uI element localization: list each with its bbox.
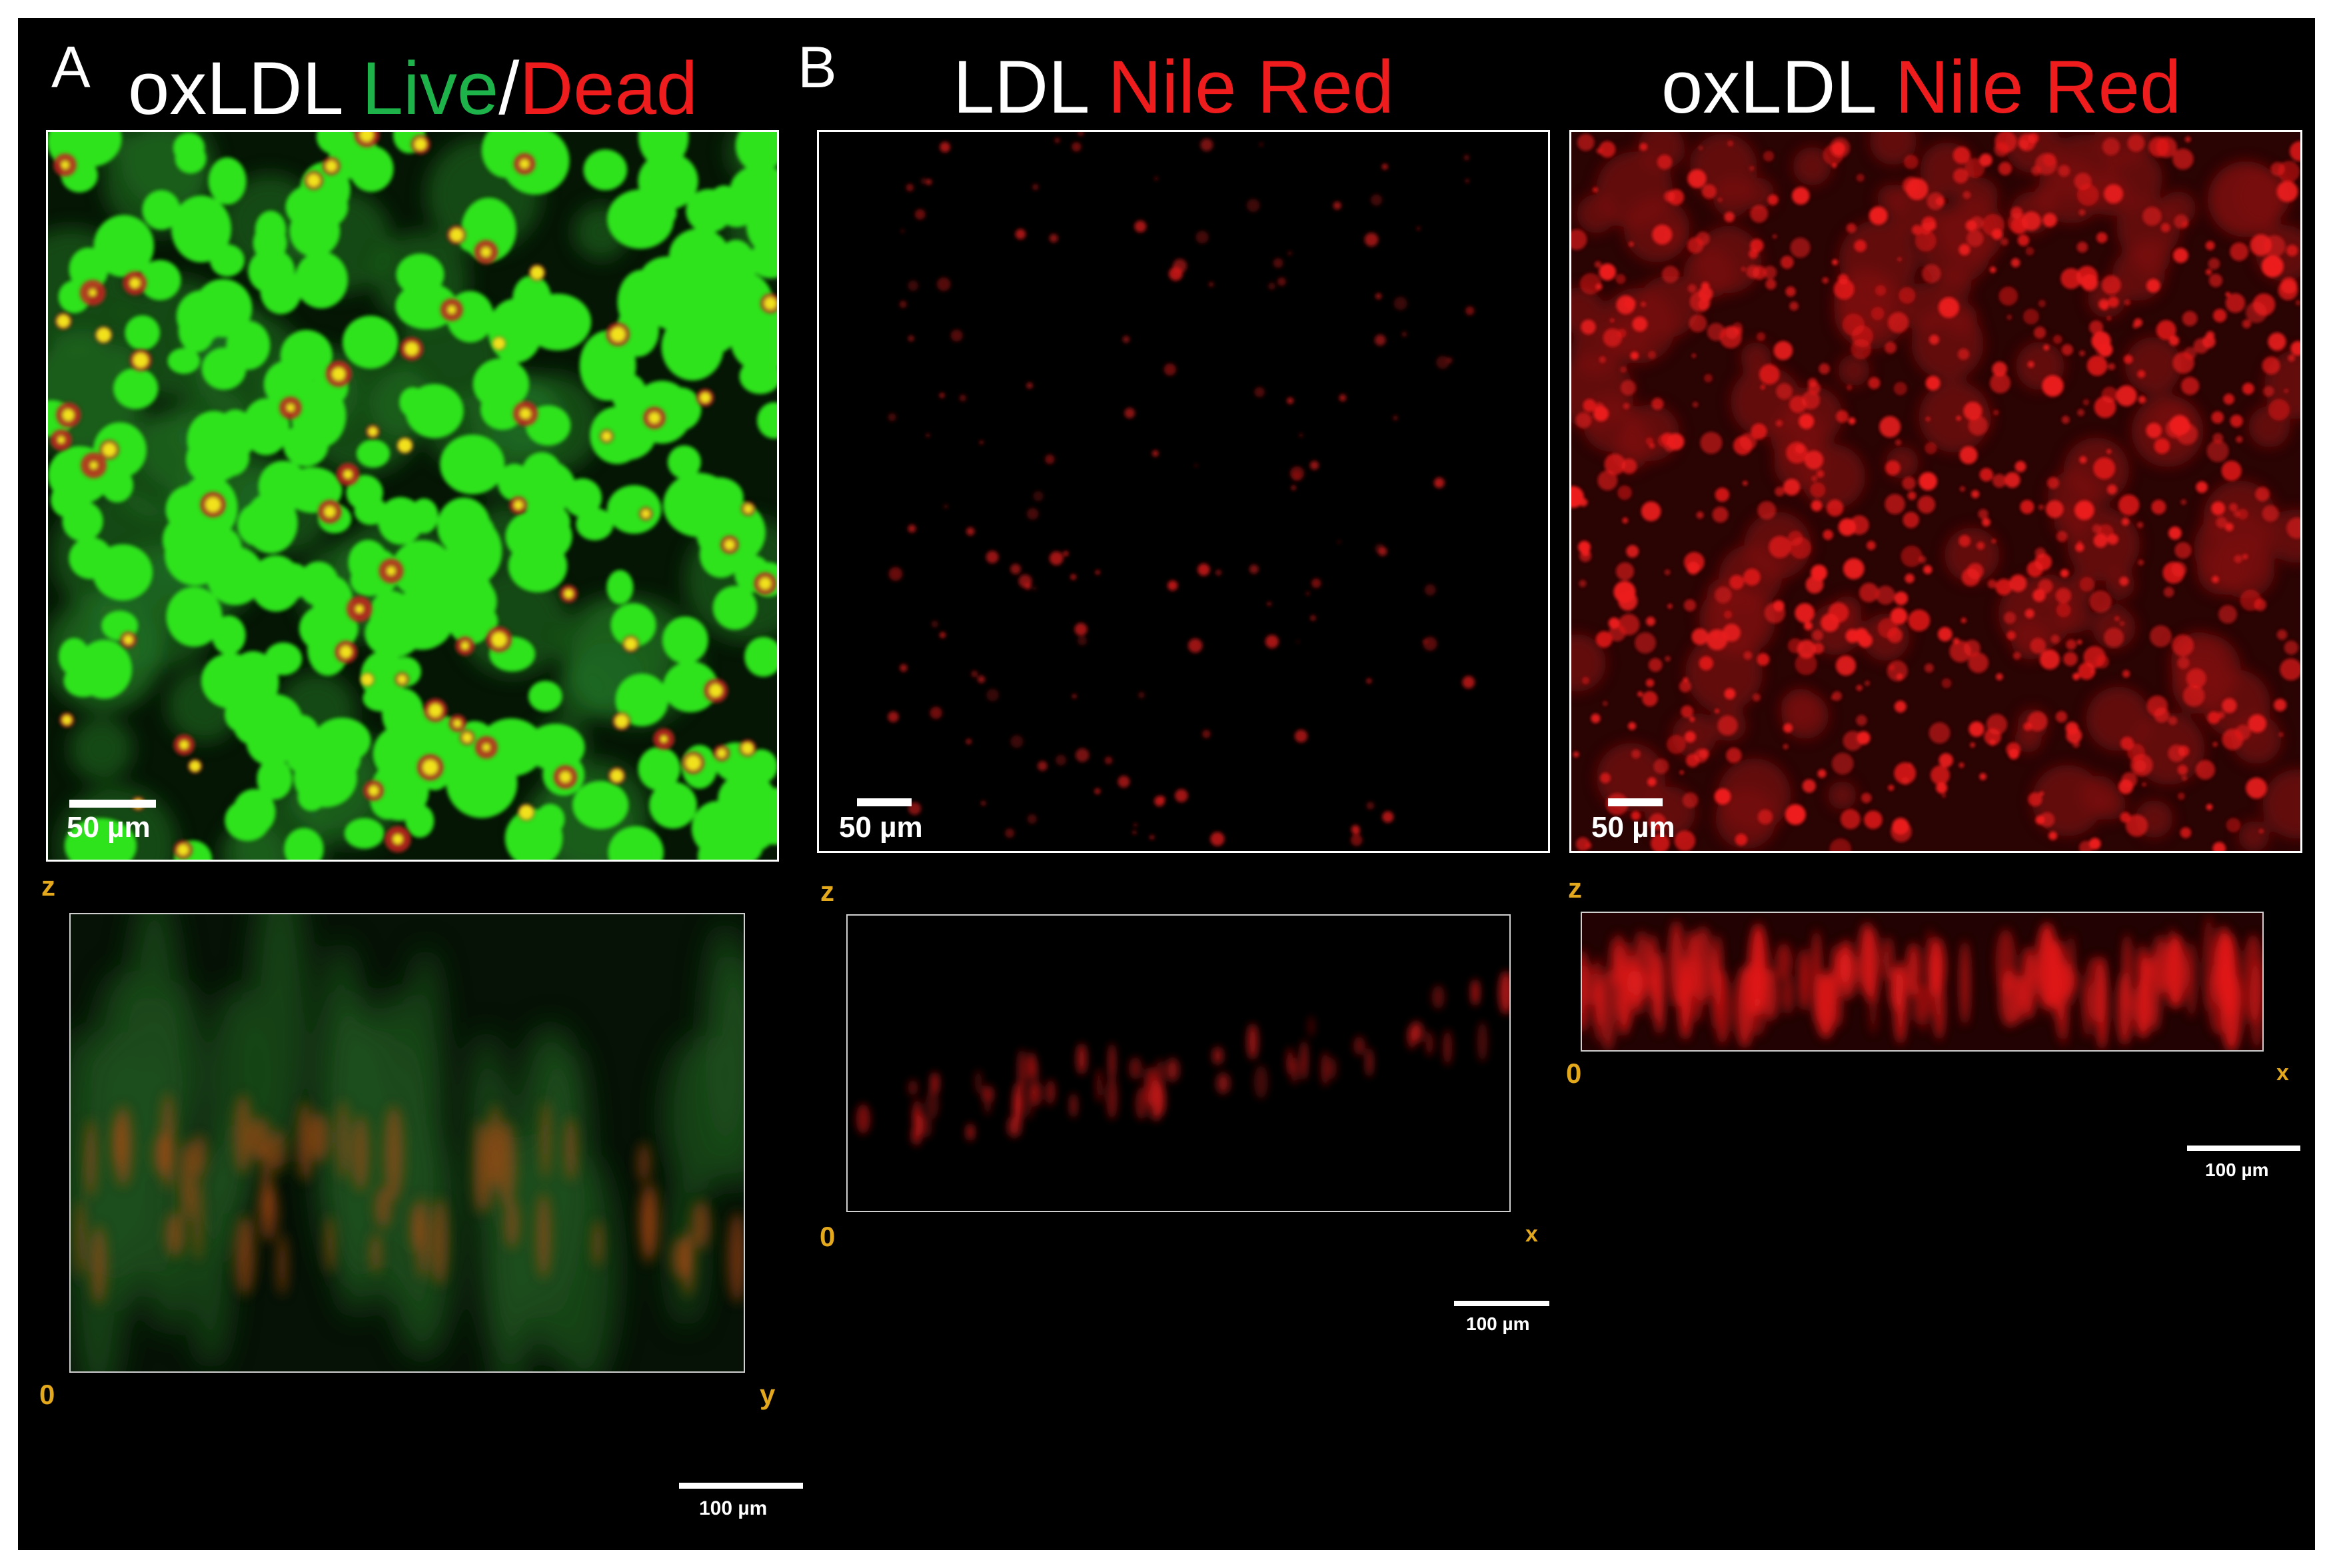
panel-b-left-orthogonal-image (848, 916, 1509, 1211)
panel-b-left-orthogonal-view (846, 914, 1511, 1212)
panel-b-left-ortho-axis-x: x (1525, 1221, 1538, 1247)
panel-b-left-title: LDL Nile Red (953, 50, 1394, 125)
panel-b-right-orthogonal-image (1582, 913, 2262, 1050)
panel-b-right-ortho-axis-x: x (2276, 1060, 2289, 1086)
panel-a-ortho-axis-z: z (41, 870, 55, 902)
panel-b-left-title-prefix: LDL (953, 45, 1108, 129)
panel-letter-a: A (51, 34, 91, 100)
panel-b-right-scalebar-100 (2187, 1146, 2300, 1151)
live-dead-image: 50 µm (46, 130, 779, 862)
panel-a-title: oxLDL Live/Dead (128, 51, 698, 126)
oxldl-nile-red-image: 50 µm (1569, 130, 2302, 853)
panel-a-orthogonal-image (71, 914, 744, 1371)
panel-b-right-orthogonal-view (1581, 912, 2264, 1052)
panel-letter-b: B (798, 34, 837, 100)
microscopy-figure: A oxLDL Live/Dead 50 µm z 0 y 100 µm B L… (18, 18, 2315, 1550)
oxldl-nile-red-micrograph (1571, 132, 2300, 851)
panel-b-right-scalebar-50 (1608, 798, 1663, 806)
panel-a-title-prefix: oxLDL (128, 47, 362, 130)
panel-b-right-title-stain: Nile Red (1895, 45, 2182, 129)
panel-b-left-ortho-axis-zero: 0 (820, 1221, 836, 1252)
panel-a-scalebar-50-label: 50 µm (67, 811, 151, 844)
panel-a-title-live: Live (361, 47, 499, 130)
panel-a-ortho-axis-zero: 0 (39, 1379, 55, 1410)
panel-b-right-ortho-axis-z: z (1568, 872, 1582, 904)
panel-b-left-scalebar-100-label: 100 µm (1466, 1313, 1530, 1334)
ldl-nile-red-micrograph (819, 132, 1548, 851)
panel-b-left-scalebar-100 (1454, 1301, 1549, 1306)
panel-b-right-scalebar-100-label: 100 µm (2205, 1160, 2269, 1180)
panel-b-left-ortho-axis-z: z (820, 876, 834, 907)
panel-a-scalebar-100 (679, 1483, 803, 1489)
panel-a-scalebar-100-label: 100 µm (699, 1497, 768, 1519)
panel-a-title-slash: / (498, 47, 520, 130)
panel-b-right-ortho-axis-zero: 0 (1566, 1058, 1582, 1089)
panel-a-ortho-axis-y: y (760, 1379, 776, 1410)
panel-a-orthogonal-view (69, 913, 745, 1373)
panel-b-right-scalebar-50-label: 50 µm (1591, 811, 1675, 844)
panel-b-right-title-prefix: oxLDL (1661, 45, 1895, 129)
live-dead-micrograph (48, 132, 777, 860)
panel-b-left-scalebar-50 (857, 798, 912, 806)
panel-a-scalebar-50 (69, 800, 156, 808)
panel-b-right-title: oxLDL Nile Red (1661, 50, 2181, 125)
ldl-nile-red-image: 50 µm (817, 130, 1550, 853)
panel-b-left-scalebar-50-label: 50 µm (839, 811, 923, 844)
panel-b-left-title-stain: Nile Red (1108, 45, 1394, 129)
panel-a-title-dead: Dead (519, 47, 698, 130)
